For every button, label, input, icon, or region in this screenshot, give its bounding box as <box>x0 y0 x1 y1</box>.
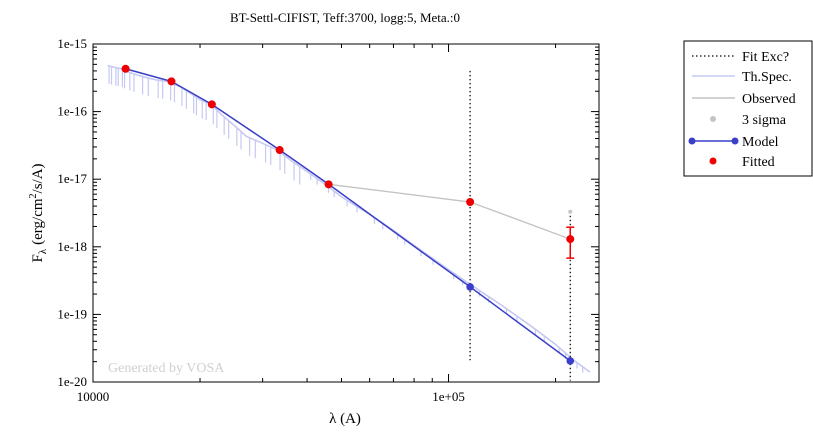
legend-label-fit-exc: Fit Exc? <box>742 50 789 65</box>
y-axis-label: Fλ (erg/cm2/s/A) <box>28 163 49 262</box>
y-tick-label: 1e-15 <box>57 36 87 51</box>
fitted-point <box>466 197 475 206</box>
y-tick-label: 1e-16 <box>57 104 87 119</box>
legend: Fit Exc? Th.Spec. Observed 3 sigma Model… <box>683 40 813 177</box>
legend-label-fitted: Fitted <box>742 155 775 170</box>
plot-frame <box>92 43 600 383</box>
x-tick-label: 1e+05 <box>432 389 465 404</box>
y-tick-label: 1e-20 <box>57 374 87 389</box>
model-point <box>566 357 575 365</box>
y-axis-label-unit: (erg/cm <box>30 198 46 245</box>
y-axis-label-unit-after: /s/A) <box>30 163 46 193</box>
legend-sample-point <box>709 157 717 165</box>
y-axis-label-sub: λ <box>37 248 49 254</box>
fitted-point <box>275 146 284 155</box>
fitted-point <box>121 64 130 73</box>
legend-sample-model-point <box>731 137 739 145</box>
model-point <box>466 283 474 291</box>
y-axis-label-main: F <box>30 254 46 262</box>
chart-title: BT-Settl-CIFIST, Teff:3700, logg:5, Meta… <box>230 10 460 25</box>
legend-box <box>683 40 813 177</box>
legend-samples <box>688 55 739 165</box>
legend-label-model: Model <box>742 135 779 150</box>
y-tick-label: 1e-17 <box>57 171 87 186</box>
watermark: Generated by VOSA <box>108 361 225 376</box>
fitted-point <box>167 77 176 86</box>
x-tick-label: 10000 <box>77 389 110 404</box>
x-axis-label: λ (A) <box>329 411 361 427</box>
legend-label-observed: Observed <box>742 92 796 107</box>
legend-sample-model-point <box>688 137 696 145</box>
fitted-point <box>324 180 333 189</box>
y-tick-label: 1e-18 <box>57 239 87 254</box>
th-spec-line <box>107 64 591 373</box>
three-sigma-point <box>568 209 573 214</box>
legend-label-th-spec: Th.Spec. <box>742 70 792 85</box>
y-axis-label-sup: 2 <box>28 193 39 198</box>
y-tick-label: 1e-19 <box>57 306 87 321</box>
legend-sample-point <box>710 116 716 122</box>
plot-area <box>107 64 591 381</box>
legend-label-3-sigma: 3 sigma <box>742 113 787 128</box>
fitted-point <box>566 235 575 244</box>
fitted-point <box>207 100 216 109</box>
